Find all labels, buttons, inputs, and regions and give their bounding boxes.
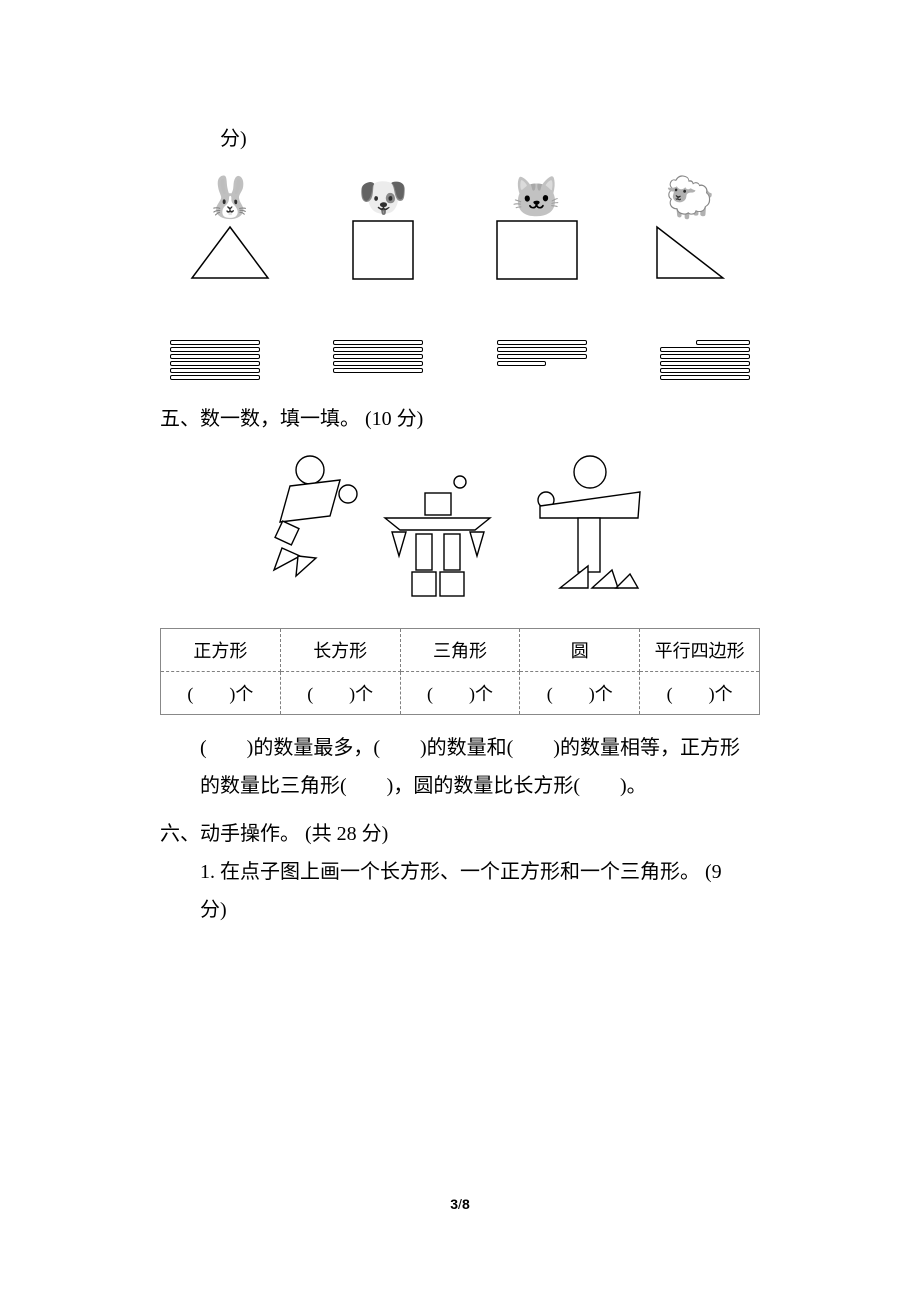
log-piece <box>497 347 587 352</box>
log-piece <box>333 368 423 373</box>
log-piece <box>660 368 750 373</box>
log-piece <box>660 375 750 380</box>
animal-cell-cat: 🐱 <box>477 178 597 280</box>
count-circle[interactable]: ( )个 <box>520 672 640 715</box>
animals-on-shapes-row: 🐰 🐶 🐱 🐑 <box>170 178 750 280</box>
log-piece <box>497 340 587 345</box>
log-piece <box>497 361 547 366</box>
log-stack-3 <box>497 340 587 380</box>
log-piece <box>170 354 260 359</box>
col-triangle: 三角形 <box>400 629 520 672</box>
page-number: 3/8 <box>0 1196 920 1212</box>
section5-sentence-line1: ( )的数量最多，( )的数量和( )的数量相等，正方形 <box>200 729 760 767</box>
section5-sentence-line2: 的数量比三角形( )，圆的数量比长方形( )。 <box>200 767 760 805</box>
log-piece <box>333 361 423 366</box>
log-piece <box>170 368 260 373</box>
shape-composition-figure <box>160 448 760 618</box>
animal-cell-sheep: 🐑 <box>630 178 750 280</box>
section-5-heading: 五、数一数，填一填。 (10 分) <box>160 400 760 438</box>
sheep-icon: 🐑 <box>665 178 715 218</box>
section6-item1-line2: 分) <box>200 891 760 929</box>
log-piece <box>333 354 423 359</box>
log-piece <box>660 354 750 359</box>
cat-icon: 🐱 <box>512 178 562 218</box>
log-piece <box>660 361 750 366</box>
col-square: 正方形 <box>161 629 281 672</box>
page-current: 3 <box>450 1196 458 1212</box>
count-parallelogram[interactable]: ( )个 <box>640 672 760 715</box>
shape-figure-svg <box>220 448 700 618</box>
log-piece <box>660 347 750 352</box>
col-circle: 圆 <box>520 629 640 672</box>
log-stack-4 <box>660 340 750 380</box>
right-triangle-shape <box>655 218 725 280</box>
log-piece <box>170 361 260 366</box>
page-total: 8 <box>462 1196 470 1212</box>
section6-item1-line1: 1. 在点子图上画一个长方形、一个正方形和一个三角形。 (9 <box>200 853 760 891</box>
log-stack-1 <box>170 340 260 380</box>
count-square[interactable]: ( )个 <box>161 672 281 715</box>
log-piece <box>170 347 260 352</box>
count-rectangle[interactable]: ( )个 <box>280 672 400 715</box>
table-header-row: 正方形 长方形 三角形 圆 平行四边形 <box>161 629 760 672</box>
animal-cell-rabbit: 🐰 <box>170 178 290 280</box>
section-6-heading: 六、动手操作。 (共 28 分) <box>160 815 760 853</box>
log-stack-2 <box>333 340 423 380</box>
log-piece <box>333 347 423 352</box>
rectangle-shape <box>496 218 578 280</box>
table-count-row: ( )个 ( )个 ( )个 ( )个 ( )个 <box>161 672 760 715</box>
log-piece <box>170 340 260 345</box>
fragment-top: 分) <box>220 120 760 158</box>
log-piece <box>333 340 423 345</box>
dog-icon: 🐶 <box>358 178 408 218</box>
log-piece <box>497 354 587 359</box>
rabbit-icon: 🐰 <box>205 178 255 218</box>
count-triangle[interactable]: ( )个 <box>400 672 520 715</box>
log-piece <box>696 340 750 345</box>
col-parallelogram: 平行四边形 <box>640 629 760 672</box>
square-shape <box>352 218 414 280</box>
worksheet-page: 分) 🐰 🐶 🐱 🐑 <box>0 0 920 1302</box>
shape-count-table: 正方形 长方形 三角形 圆 平行四边形 ( )个 ( )个 ( )个 ( )个 … <box>160 628 760 715</box>
triangle-shape <box>190 218 270 280</box>
col-rectangle: 长方形 <box>280 629 400 672</box>
log-stacks-row <box>170 340 750 380</box>
animal-cell-dog: 🐶 <box>323 178 443 280</box>
log-piece <box>170 375 260 380</box>
